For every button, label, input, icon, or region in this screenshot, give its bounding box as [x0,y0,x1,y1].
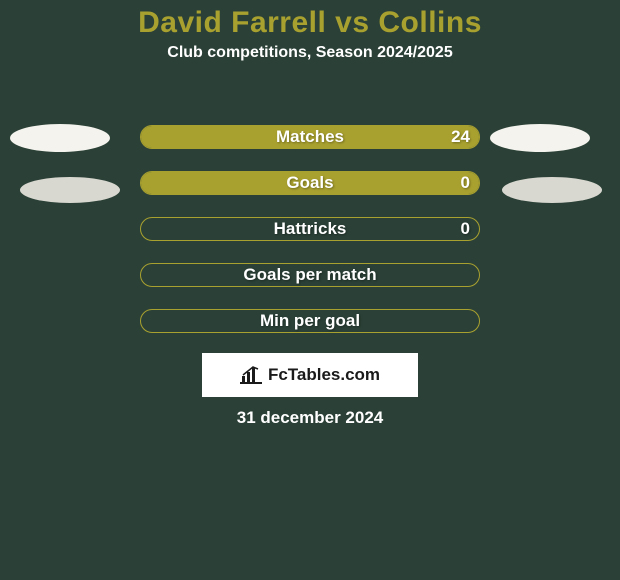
left-marker-oval [10,124,110,152]
subtitle: Club competitions, Season 2024/2025 [0,44,620,62]
comparison-canvas: David Farrell vs Collins Club competitio… [0,0,620,580]
stat-bar-track [140,171,480,195]
stat-row: Min per goal [0,309,620,335]
right-marker-oval [502,177,602,203]
stat-bar-fill-right [141,126,479,148]
page-title: David Farrell vs Collins [0,0,620,40]
stat-row: Hattricks0 [0,217,620,243]
brand-box: FcTables.com [202,353,418,397]
brand-text: FcTables.com [268,365,380,385]
generated-date: 31 december 2024 [0,408,620,428]
stat-bar-track [140,125,480,149]
stat-bar-fill-right [141,172,479,194]
stat-row: Goals0 [0,171,620,197]
right-marker-oval [490,124,590,152]
stat-row: Goals per match [0,263,620,289]
stat-bar-track [140,309,480,333]
stat-bar-track [140,217,480,241]
stat-bar-track [140,263,480,287]
bar-chart-icon [240,366,262,384]
stat-row: Matches24 [0,125,620,151]
left-marker-oval [20,177,120,203]
